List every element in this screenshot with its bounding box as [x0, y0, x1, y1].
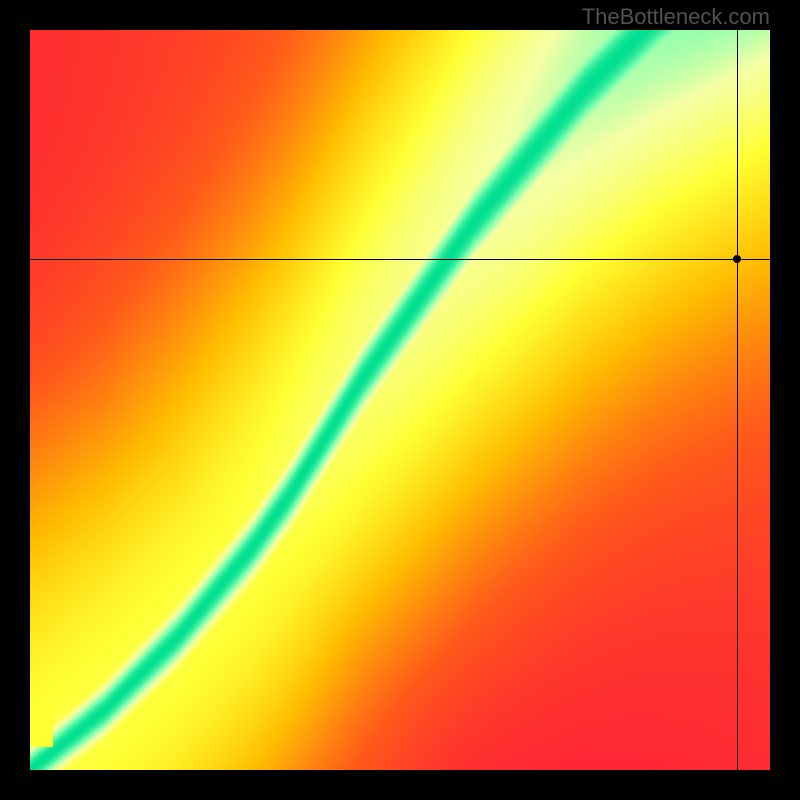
crosshair-horizontal-line: [30, 259, 770, 260]
heatmap-canvas: [30, 30, 770, 770]
crosshair-vertical-line: [737, 30, 738, 770]
chart-container: TheBottleneck.com: [0, 0, 800, 800]
crosshair-dot: [733, 255, 741, 263]
plot-area: [30, 30, 770, 770]
watermark-text: TheBottleneck.com: [582, 4, 770, 30]
